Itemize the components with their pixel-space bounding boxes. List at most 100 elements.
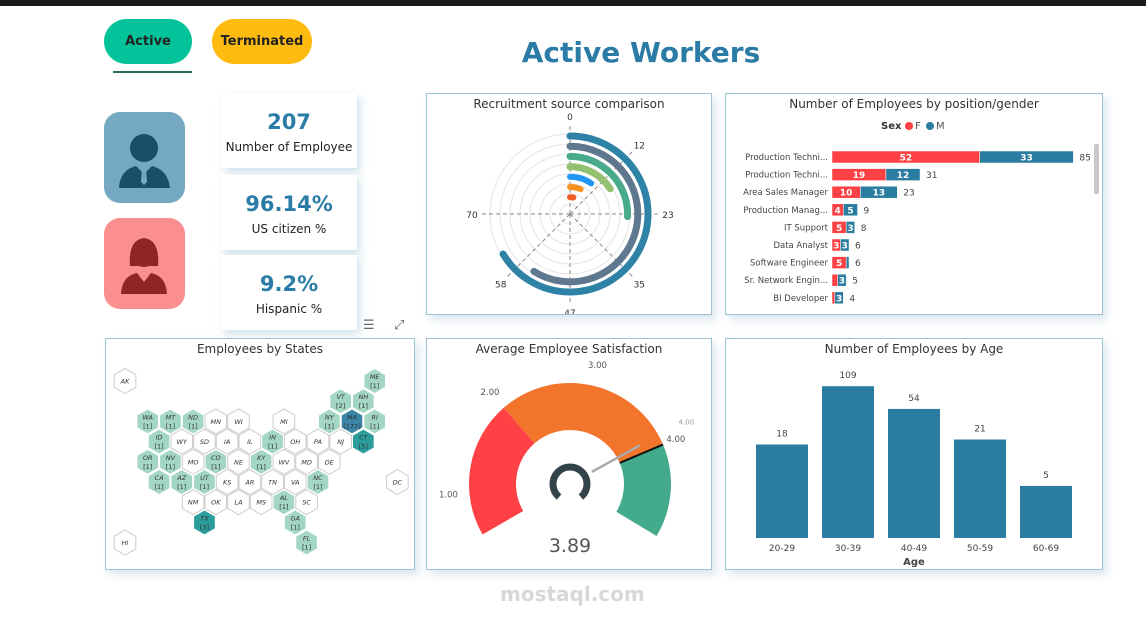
state-count: [1] xyxy=(166,422,175,430)
state-tile-vt: VT[2] xyxy=(329,388,352,415)
terminated-filter-button[interactable]: Terminated xyxy=(212,19,312,64)
state-label: LA xyxy=(234,499,242,507)
state-tile-mn: MN xyxy=(204,408,228,435)
state-hex xyxy=(318,448,341,475)
state-label: DC xyxy=(393,479,403,487)
female-user-icon xyxy=(104,218,185,309)
state-label: MD xyxy=(301,458,312,466)
state-tile-ga: GA[1] xyxy=(283,509,307,536)
state-label: NE xyxy=(234,458,244,466)
page-title: Active Workers xyxy=(521,36,761,69)
state-count: [1] xyxy=(177,483,186,491)
state-hex xyxy=(261,428,284,455)
tick-label: 47 xyxy=(564,309,575,314)
state-tile-fl: FL[1] xyxy=(295,529,318,556)
data-label: 54 xyxy=(908,394,920,404)
state-label: HI xyxy=(122,539,129,547)
state-label: VT xyxy=(336,393,345,401)
state-hex xyxy=(306,428,330,455)
state-count: [5] xyxy=(359,443,368,451)
active-underline xyxy=(113,71,192,73)
active-filter-button[interactable]: Active xyxy=(104,19,192,64)
state-hex xyxy=(136,408,159,435)
gauge-tick-label: 1.00 xyxy=(439,491,458,501)
data-label: 3 xyxy=(833,242,839,252)
radial-chart: 0 12 23 35 47 58 70 xyxy=(466,113,673,314)
state-label: OH xyxy=(290,438,300,446)
state-hex xyxy=(272,448,296,475)
tick-label: 23 xyxy=(662,211,673,221)
state-tile-mt: MT[1] xyxy=(159,408,182,435)
state-tile-nv: NV[1] xyxy=(159,448,182,475)
state-label: IA xyxy=(224,438,230,446)
state-tile-nm: NM xyxy=(181,489,205,516)
state-count: [1] xyxy=(370,422,379,430)
scrollbar[interactable] xyxy=(1094,144,1099,194)
state-hex xyxy=(283,468,307,496)
state-label: GA xyxy=(291,514,300,522)
state-label: MI xyxy=(280,418,288,426)
kpi-label: US citizen % xyxy=(251,222,327,236)
state-hex xyxy=(113,529,137,556)
radial-bar xyxy=(567,173,595,187)
state-tile-ok: OK xyxy=(204,489,228,516)
data-label: 3 xyxy=(842,242,848,252)
state-tile-md: MD xyxy=(295,448,318,475)
state-tile-tn: TN xyxy=(261,468,284,496)
radial-bar xyxy=(566,152,632,221)
state-hex xyxy=(227,448,250,475)
bar xyxy=(1020,485,1072,538)
category-label: Production Techni... xyxy=(745,153,828,163)
focus-mode-icon[interactable]: ⤢ xyxy=(394,318,405,333)
data-label: 5 xyxy=(847,206,853,216)
state-label: SD xyxy=(200,438,209,446)
state-label: ND xyxy=(188,413,198,421)
bar-segment xyxy=(834,291,844,305)
x-tick-label: 30-39 xyxy=(835,544,861,554)
radial-bar xyxy=(530,142,642,286)
x-tick-label: 20-29 xyxy=(769,544,795,554)
bar-segment xyxy=(840,238,850,252)
state-tile-nh: NH[1] xyxy=(352,388,375,415)
state-count: [177] xyxy=(343,422,360,430)
gauge-tick-label: 3.00 xyxy=(588,361,607,371)
state-label: NC xyxy=(313,474,323,482)
state-tile-mo: MO xyxy=(181,448,205,475)
category-label: Software Engineer xyxy=(750,259,829,269)
state-tile-wa: WA[1] xyxy=(136,408,159,435)
legend-marker xyxy=(926,122,934,130)
axis-line xyxy=(569,213,633,277)
state-hex xyxy=(295,448,318,475)
state-hex xyxy=(227,489,250,516)
age-panel: Number of Employees by Age 18 20-29 109 30-… xyxy=(725,338,1103,570)
state-hex xyxy=(249,489,273,516)
state-count: [1] xyxy=(154,443,163,451)
state-hex xyxy=(227,408,250,435)
bar-segment xyxy=(860,185,898,199)
state-count: [1] xyxy=(268,443,277,451)
category-label: Sr. Network Engin... xyxy=(744,276,828,286)
total-label: 23 xyxy=(903,189,914,199)
bar-segment xyxy=(831,291,836,305)
x-tick-label: 40-49 xyxy=(901,544,927,554)
data-label: 3 xyxy=(836,294,842,304)
total-label: 8 xyxy=(861,224,867,234)
state-tile-wy: WY xyxy=(170,428,194,455)
category-label: Data Analyst xyxy=(773,241,828,251)
x-tick-label: 60-69 xyxy=(1033,544,1059,554)
state-count: [1] xyxy=(211,463,220,471)
data-label: 19 xyxy=(853,171,866,181)
state-hex xyxy=(306,468,330,496)
filter-icon[interactable]: ☰ xyxy=(363,318,375,333)
total-label: 4 xyxy=(849,294,855,304)
state-label: VA xyxy=(291,479,299,487)
data-label: 3 xyxy=(839,277,845,287)
position-gender-panel: Number of Employees by position/gender S… xyxy=(725,93,1103,315)
state-tile-id: ID[1] xyxy=(147,428,171,455)
bar xyxy=(954,439,1006,538)
total-label: 85 xyxy=(1079,154,1090,164)
category-label: Production Manag... xyxy=(743,206,828,216)
male-user-icon xyxy=(104,112,185,203)
gauge-hub xyxy=(549,463,591,500)
